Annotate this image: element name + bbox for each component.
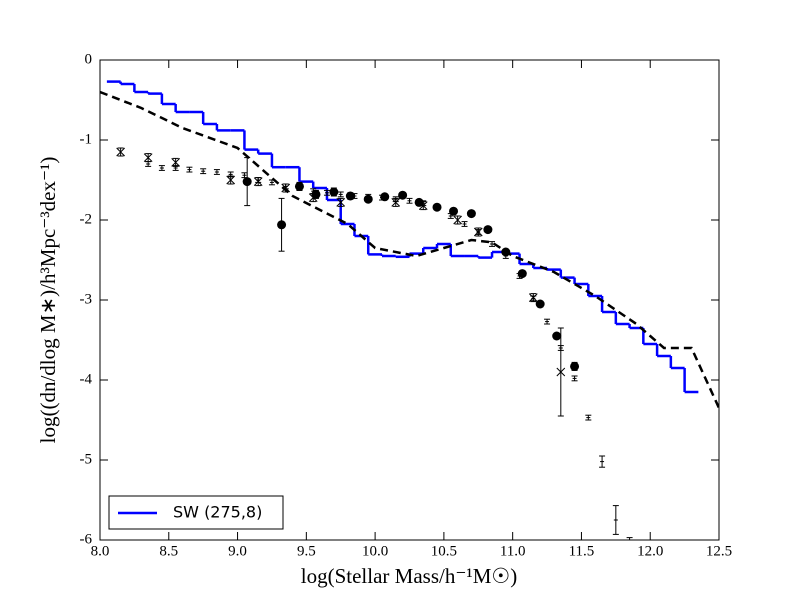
y-tick-label: -1 [80, 131, 93, 147]
legend: SW (275,8) [108, 495, 284, 530]
axes-frame [99, 59, 720, 541]
marker-x [453, 215, 462, 225]
marker-x [308, 193, 318, 202]
marker-circle [398, 190, 408, 200]
series-group [100, 80, 719, 540]
error-bar [626, 537, 633, 540]
x-tick-label: 9.0 [228, 543, 247, 559]
marker-circle [380, 192, 390, 202]
marker-x [556, 367, 566, 377]
marker-circle [466, 209, 476, 219]
y-tick-label: -6 [80, 531, 93, 547]
y-axis-label: log((dn/dlog M∗)/h³Mpc⁻³dex⁻¹) [36, 157, 60, 444]
marker-x [226, 175, 236, 185]
dashed-line [100, 90, 719, 409]
legend-label: SW (275,8) [173, 503, 262, 522]
marker-circle [535, 299, 545, 309]
x-tick-label: 11.0 [500, 543, 526, 559]
x-tick-label: 10.5 [431, 543, 457, 559]
x-tick-label: 10.0 [362, 543, 388, 559]
marker-circle [277, 220, 287, 230]
marker-x [391, 198, 401, 207]
marker-circle [242, 177, 252, 187]
y-tick-label: -2 [80, 211, 93, 227]
marker-circle [570, 361, 580, 371]
marker-x [143, 153, 153, 162]
y-tick-label: -5 [80, 451, 93, 467]
x-tick-label: 8.0 [91, 543, 110, 559]
marker-circle [414, 197, 424, 207]
y-tick-label: -3 [80, 291, 93, 307]
marker-x [171, 158, 181, 167]
marker-circle [483, 225, 493, 235]
x-axis-label: log(Stellar Mass/h⁻¹M☉) [301, 564, 517, 588]
marker-circle [329, 187, 339, 197]
x-tick-label: 9.5 [297, 543, 316, 559]
y-tick-label: 0 [85, 51, 93, 67]
x-tick-label: 12.5 [706, 543, 732, 559]
y-tick-label: -4 [80, 371, 93, 387]
marker-x [116, 147, 125, 157]
x-tick-label: 11.5 [569, 543, 595, 559]
marker-x [336, 198, 346, 207]
marker-circle [552, 331, 562, 341]
x-tick-label: 12.0 [637, 543, 663, 559]
x-tick-label: 8.5 [159, 543, 178, 559]
marker-circle [501, 247, 511, 257]
